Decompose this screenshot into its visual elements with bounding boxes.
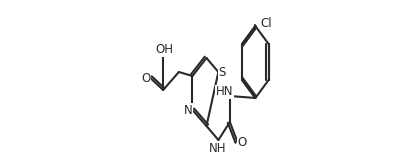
- Text: O: O: [237, 135, 246, 148]
- Text: Cl: Cl: [261, 17, 272, 30]
- Text: HN: HN: [215, 85, 233, 98]
- Text: S: S: [219, 65, 226, 78]
- Text: NH: NH: [209, 141, 227, 154]
- Text: O: O: [141, 71, 151, 85]
- Text: N: N: [184, 104, 193, 117]
- Text: OH: OH: [155, 43, 173, 56]
